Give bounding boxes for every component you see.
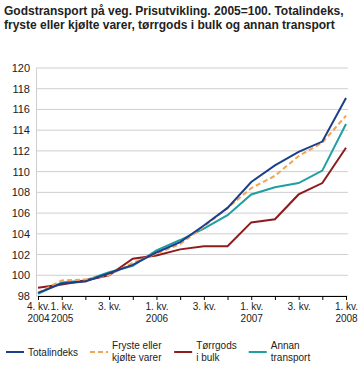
grid-line — [36, 109, 348, 110]
legend-item: Tørrgodsi bulk — [174, 340, 237, 363]
y-tick-label: 106 — [12, 207, 30, 219]
y-tick-label: 100 — [12, 269, 30, 281]
legend-item: Totalindeks — [6, 347, 78, 358]
legend: Totalindeks Fryste ellerkjølte varer Tørrg… — [6, 340, 310, 363]
x-tick-mark — [228, 296, 229, 300]
legend-swatch — [90, 351, 108, 353]
legend-swatch — [249, 351, 267, 353]
y-tick-label: 110 — [12, 166, 30, 178]
x-tick-label: 1. kv.2007 — [240, 301, 263, 324]
grid-line — [36, 130, 348, 131]
x-tick — [85, 296, 86, 300]
y-tick: 112 — [12, 145, 36, 157]
line-series — [38, 148, 346, 288]
x-tick-mark — [133, 296, 134, 300]
legend-item: Annantransport — [249, 340, 311, 363]
grid-line — [36, 275, 348, 276]
x-tick-mark — [275, 296, 276, 300]
grid — [36, 68, 348, 296]
y-tick: 116 — [12, 103, 36, 115]
lines — [38, 98, 346, 294]
y-tick: 110 — [12, 166, 36, 178]
legend-item: Fryste ellerkjølte varer — [90, 340, 162, 363]
x-tick-label: 3. kv. — [193, 301, 216, 312]
x-tick-label: 1. kv.2005 — [51, 301, 74, 324]
y-tick: 118 — [12, 83, 36, 95]
grid-line — [36, 254, 348, 255]
grid-line — [36, 171, 348, 172]
x-tick: 4. kv.2004 — [27, 296, 50, 324]
legend-swatch — [174, 351, 192, 353]
x-tick-label: 1. kv.2006 — [145, 301, 168, 324]
x-tick-mark — [85, 296, 86, 300]
y-tick-label: 120 — [12, 62, 30, 74]
x-axis: 4. kv.20041. kv.2005 3. kv. 1. kv.2006 3. k… — [27, 296, 358, 324]
x-axis-line — [39, 296, 347, 297]
x-tick — [228, 296, 229, 300]
chart: Godstransport på veg. Prisutvikling. 200… — [0, 0, 364, 382]
legend-label: Fryste ellerkjølte varer — [112, 340, 162, 363]
x-tick: 1. kv.2005 — [51, 296, 74, 324]
y-tick: 114 — [12, 124, 36, 136]
y-tick: 100 — [12, 269, 36, 281]
x-tick-mark — [299, 296, 300, 300]
y-tick: 106 — [12, 207, 36, 219]
y-tick-label: 108 — [12, 186, 30, 198]
y-tick-label: 112 — [12, 145, 30, 157]
x-tick: 3. kv. — [98, 296, 121, 312]
x-tick — [133, 296, 134, 300]
line-series — [38, 116, 346, 293]
x-tick-mark — [62, 296, 63, 300]
y-tick-label: 102 — [12, 249, 30, 261]
y-axis-line — [36, 69, 37, 297]
x-tick: 1. kv.2006 — [145, 296, 168, 324]
y-tick-label: 114 — [12, 124, 30, 136]
y-tick: 104 — [12, 228, 36, 240]
x-tick-mark — [38, 296, 39, 300]
x-tick-mark — [109, 296, 110, 300]
legend-label: Tørrgodsi bulk — [196, 340, 237, 363]
grid-line — [36, 88, 348, 89]
y-tick-label: 116 — [12, 103, 30, 115]
x-tick-mark — [322, 296, 323, 300]
x-tick-label: 4. kv.2004 — [27, 301, 50, 324]
x-tick-label: 3. kv. — [98, 301, 121, 312]
x-tick: 1. kv.2008 — [335, 296, 358, 324]
x-tick-mark — [346, 296, 347, 300]
x-tick: 3. kv. — [193, 296, 216, 312]
x-tick-mark — [204, 296, 205, 300]
x-tick-label: 3. kv. — [288, 301, 311, 312]
x-tick: 3. kv. — [288, 296, 311, 312]
x-tick — [275, 296, 276, 300]
x-tick-mark — [180, 296, 181, 300]
y-axis: 98100102104106108110112114116118120 — [12, 62, 37, 302]
legend-swatch — [6, 351, 24, 353]
grid-line — [36, 68, 348, 69]
line-series — [38, 124, 346, 294]
x-tick — [322, 296, 323, 300]
legend-label: Annantransport — [271, 340, 311, 363]
x-tick — [180, 296, 181, 300]
y-tick-label: 118 — [12, 83, 30, 95]
y-tick: 108 — [12, 186, 36, 198]
title: Godstransport på veg. Prisutvikling. 200… — [4, 4, 344, 32]
y-tick: 102 — [12, 249, 36, 261]
grid-line — [36, 213, 348, 214]
x-tick-mark — [251, 296, 252, 300]
y-tick-label: 104 — [12, 228, 30, 240]
grid-line — [36, 296, 348, 297]
x-tick-mark — [156, 296, 157, 300]
x-tick: 1. kv.2007 — [240, 296, 263, 324]
y-tick: 120 — [12, 62, 36, 74]
x-tick-label: 1. kv.2008 — [335, 301, 358, 324]
line-series — [38, 98, 346, 293]
legend-label: Totalindeks — [28, 347, 78, 358]
